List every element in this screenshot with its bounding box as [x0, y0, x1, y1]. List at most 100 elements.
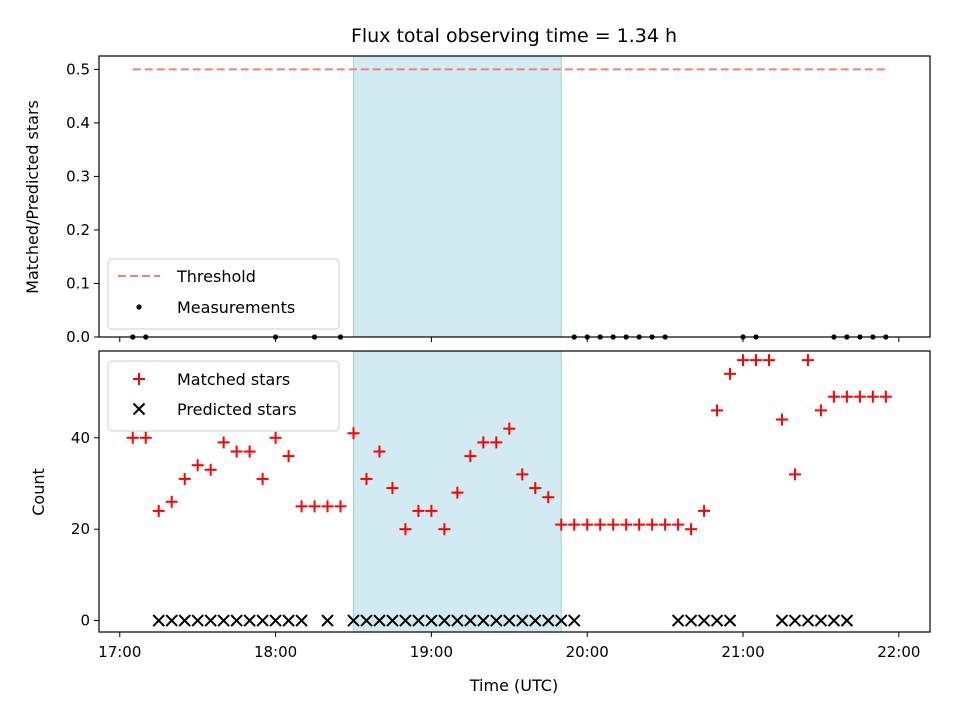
matched-star-point — [321, 500, 334, 513]
cross-stroke-b — [256, 614, 269, 627]
matched-star-point — [165, 495, 178, 508]
predicted-star-point — [178, 614, 191, 627]
predicted-star-point — [503, 614, 516, 627]
cross-stroke-b — [132, 402, 146, 416]
matched-star-point — [126, 431, 139, 444]
matched-star-point — [607, 518, 620, 531]
matched-star-point — [568, 518, 581, 531]
legend-threshold-label: Threshold — [176, 267, 256, 286]
matched-star-point — [347, 427, 360, 440]
cross-stroke-b — [360, 614, 373, 627]
cross-stroke-b — [295, 614, 308, 627]
matched-star-point — [840, 390, 853, 403]
predicted-star-point — [568, 614, 581, 627]
y-tick-label: 0 — [80, 612, 90, 630]
cross-stroke-b — [321, 614, 334, 627]
chart-title: Flux total observing time = 1.34 h — [351, 25, 677, 47]
x-tick-label: 19:00 — [410, 643, 453, 661]
matched-star-point — [633, 518, 646, 531]
predicted-star-point — [671, 614, 685, 627]
matched-star-point — [646, 518, 659, 531]
matched-star-point — [295, 500, 308, 513]
predicted-star-point — [542, 614, 555, 627]
plot-frame — [98, 350, 931, 633]
cross-stroke-b — [165, 614, 178, 627]
cross-stroke-b — [697, 614, 711, 627]
matched-star-point — [788, 468, 801, 481]
predicted-star-point — [697, 614, 711, 627]
matched-star-point — [230, 445, 243, 458]
predicted-star-point — [360, 614, 373, 627]
predicted-star-point — [152, 614, 165, 627]
bottom-y-axis-label: Count — [29, 468, 48, 516]
matched-star-point — [827, 390, 840, 403]
matched-star-point — [386, 482, 399, 495]
predicted-star-point — [529, 614, 542, 627]
cross-stroke-b — [386, 614, 399, 627]
cross-stroke-b — [243, 614, 256, 627]
matched-star-point — [737, 354, 750, 367]
predicted-star-point — [295, 614, 308, 627]
cross-stroke-b — [503, 614, 516, 627]
predicted-star-point — [412, 614, 425, 627]
predicted-star-point — [775, 614, 789, 627]
predicted-star-point — [840, 614, 854, 627]
predicted-star-point — [386, 614, 399, 627]
plot-frame — [98, 55, 931, 338]
cross-stroke-b — [178, 614, 191, 627]
matched-star-point — [775, 413, 788, 426]
x-tick-label: 20:00 — [566, 643, 609, 661]
cross-stroke-b — [425, 614, 438, 627]
cross-stroke-b — [282, 614, 295, 627]
cross-stroke-b — [438, 614, 451, 627]
y-tick-label: 0.3 — [66, 167, 90, 185]
matched-star-point — [477, 436, 490, 449]
cross-stroke-b — [269, 614, 282, 627]
predicted-star-point — [373, 614, 386, 627]
cross-stroke-b — [490, 614, 503, 627]
cross-stroke-b — [373, 614, 386, 627]
matched-star-point — [269, 431, 282, 444]
legend-matched-swatch — [133, 373, 145, 385]
cross-stroke-b — [464, 614, 477, 627]
predicted-star-point — [490, 614, 503, 627]
top-legend-frame — [107, 258, 340, 330]
matched-star-point — [516, 468, 529, 481]
matched-star-point — [503, 422, 516, 435]
cross-stroke-b — [230, 614, 243, 627]
cross-stroke-b — [840, 614, 854, 627]
matched-star-point — [594, 518, 607, 531]
predicted-star-point — [814, 614, 828, 627]
predicted-star-point — [347, 614, 360, 627]
predicted-star-point — [425, 614, 438, 627]
cross-stroke-b — [723, 614, 737, 627]
y-tick-label: 0.5 — [66, 60, 90, 78]
predicted-star-point — [788, 614, 802, 627]
matched-star-point — [243, 445, 256, 458]
y-tick-label: 0.1 — [66, 274, 90, 292]
predicted-star-point — [827, 614, 841, 627]
cross-stroke-b — [671, 614, 685, 627]
matched-star-point — [762, 354, 775, 367]
matched-star-point — [308, 500, 321, 513]
matched-star-point — [256, 472, 269, 485]
legend-predicted-swatch — [132, 402, 146, 416]
cross-stroke-b — [801, 614, 815, 627]
matched-star-point — [711, 404, 724, 417]
matched-star-point — [438, 523, 451, 536]
matched-star-point — [451, 486, 464, 499]
matched-star-point — [425, 504, 438, 517]
bottom-panel: 0 20 40 17:00 18:00 19:00 20:00 21:00 22:00 — [71, 350, 931, 661]
matched-star-point — [191, 459, 204, 472]
predicted-star-point — [710, 614, 724, 627]
x-tick-label: 17:00 — [98, 643, 141, 661]
matched-star-point — [659, 518, 672, 531]
x-tick-label: 22:00 — [877, 643, 920, 661]
bottom-legend: Matched stars Predicted stars — [107, 360, 340, 432]
matched-star-point — [282, 450, 295, 463]
cross-stroke-b — [788, 614, 802, 627]
matched-star-point — [698, 504, 711, 517]
cross-stroke-b — [477, 614, 490, 627]
matched-star-point — [620, 518, 633, 531]
legend-plus-marker — [133, 373, 145, 385]
